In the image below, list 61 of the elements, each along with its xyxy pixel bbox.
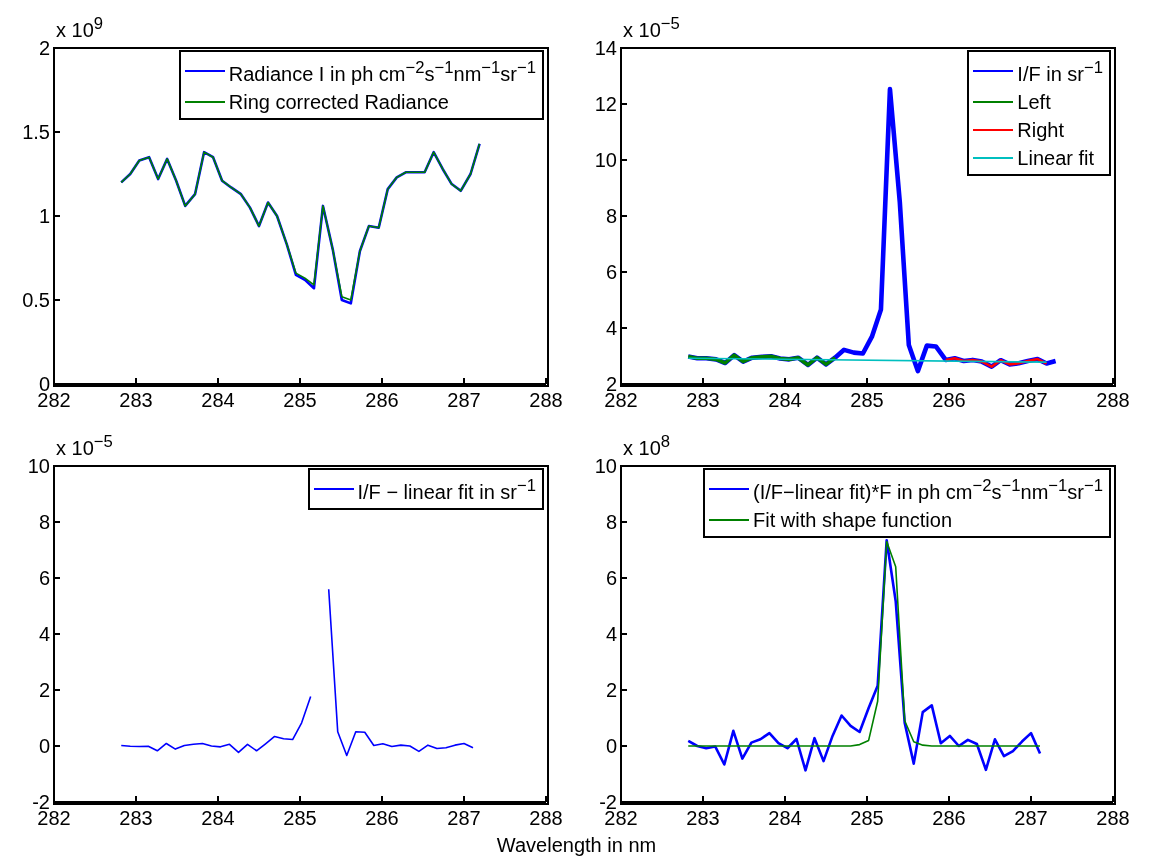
x-tick-label: 286	[365, 807, 399, 830]
y-tick-label: 1.5	[22, 121, 50, 144]
legend-label: Left	[1017, 89, 1051, 115]
y-tick-label: 8	[38, 511, 50, 534]
legend-label: Fit with shape function	[753, 507, 953, 533]
text: x 10$^{9}$	[56, 14, 104, 42]
legend: I/F − linear fit in sr$^{−1}$	[307, 468, 544, 510]
x-tick-label: 286	[932, 807, 966, 830]
x-tick-label: 285	[283, 807, 317, 830]
legend-label: I/F in sr$^{−1}$	[1017, 57, 1103, 87]
x-tick-label: 288	[529, 807, 563, 830]
x-tick-label: 287	[1014, 389, 1048, 412]
x-tick-label: 285	[850, 389, 884, 412]
y-tick-label: 6	[605, 261, 617, 284]
y-tick-label: 10	[594, 455, 617, 478]
x-tick-label: 286	[932, 389, 966, 412]
y-tick-label: 4	[605, 317, 617, 340]
y-tick-label: 4	[605, 623, 617, 646]
y-tick-label: 10	[594, 149, 617, 172]
y-tick-label: 2	[38, 37, 50, 60]
x-tick-label: 285	[850, 807, 884, 830]
x-tick-label: 288	[1096, 807, 1130, 830]
x-tick-label: 285	[283, 389, 317, 412]
x-tick-label: 286	[365, 389, 399, 412]
x-tick-label: 283	[119, 389, 153, 412]
y-tick-label: 2	[38, 679, 50, 702]
x-tick-label: 288	[1096, 389, 1130, 412]
x-tick-label: 287	[1014, 807, 1048, 830]
y-tick-label: 8	[605, 511, 617, 534]
x-tick-label: 284	[768, 807, 802, 830]
legend-label: (I/F−linear fit)*F in ph cm$^{−2}$s$^{−1}$nm$^{−1}$sr$^{−1}$	[753, 475, 1103, 505]
x-axis-title: Wavelength in nm	[495, 834, 658, 857]
x-tick-label: 283	[686, 807, 720, 830]
x-tick-label: 287	[447, 389, 481, 412]
x-tick-label: 283	[119, 807, 153, 830]
text: x 10$^{8}$	[623, 432, 671, 460]
legend-label: Ring corrected Radiance	[228, 89, 449, 115]
y-tick-label: 0	[38, 735, 50, 758]
x-tick-label: 284	[201, 807, 235, 830]
text: x 10$^{−5}$	[623, 14, 680, 42]
legend-label: Linear fit	[1017, 145, 1095, 171]
x-tick-label: 284	[201, 389, 235, 412]
y-tick-label: 6	[38, 567, 50, 590]
y-tick-label: 1	[38, 205, 50, 228]
y-tick-label: 4	[38, 623, 50, 646]
y-tick-label: 2	[605, 679, 617, 702]
legend-label: Right	[1017, 117, 1065, 143]
y-tick-label: 10	[27, 455, 50, 478]
legend-label: I/F − linear fit in sr$^{−1}$	[357, 475, 536, 505]
text: x 10$^{−5}$	[56, 432, 113, 460]
x-tick-label: 283	[686, 389, 720, 412]
y-tick-label: 0	[605, 735, 617, 758]
y-tick-label: 14	[594, 37, 617, 60]
x-tick-label: 284	[768, 389, 802, 412]
y-tick-label: 8	[605, 205, 617, 228]
legend-label: Radiance I in ph cm$^{−2}$s$^{−1}$nm$^{−1}$sr$^{−1}$	[228, 57, 536, 87]
x-tick-label: 288	[529, 389, 563, 412]
y-tick-label: 12	[594, 93, 617, 116]
x-tick-label: 287	[447, 807, 481, 830]
y-tick-label: 0.5	[22, 289, 50, 312]
y-tick-label: 6	[605, 567, 617, 590]
